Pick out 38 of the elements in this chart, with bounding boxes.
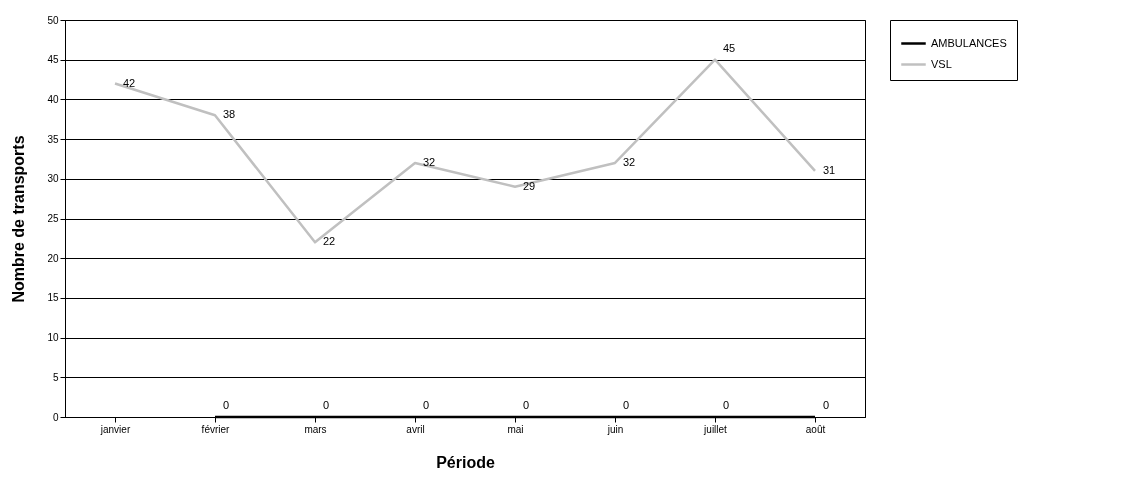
x-tick-label: janvier [99,423,131,435]
data-label: 32 [623,155,636,168]
x-tick-label: avril [406,423,425,435]
y-tick-label: 40 [47,93,59,105]
data-label: 42 [123,76,136,89]
data-label: 29 [523,179,536,192]
data-label: 45 [723,41,736,54]
data-label: 38 [223,108,236,121]
y-tick-label: 50 [47,14,59,26]
x-tick-label: mai [507,423,524,435]
x-tick-label: mars [304,423,327,435]
data-label: 0 [523,399,530,411]
data-label: 31 [823,163,836,176]
x-axis-title: Période [436,453,495,471]
y-tick-label: 45 [47,54,59,66]
data-label: 32 [423,155,436,168]
data-label: 0 [323,399,330,411]
data-label: 0 [823,399,830,411]
y-tick-label: 10 [47,332,59,344]
x-tick-label: juillet [703,423,728,435]
data-label: 0 [623,399,630,411]
y-tick-label: 15 [47,292,59,304]
x-tick-label: août [805,423,826,435]
x-tick-label: juin [606,423,624,435]
legend-label: VSL [931,57,952,70]
y-tick-label: 25 [47,213,59,224]
y-tick-label: 5 [52,371,59,383]
y-tick-label: 30 [47,173,59,185]
x-tick-label: février [201,423,231,435]
data-label: 0 [223,399,230,411]
data-label: 0 [723,399,730,411]
y-axis-title: Nombre de transports [10,135,28,303]
y-tick-label: 35 [47,133,59,145]
y-tick-label: 20 [47,252,59,264]
data-label: 22 [323,235,336,248]
data-label: 0 [423,399,430,411]
legend-label: AMBULANCES [931,36,1007,49]
y-tick-label: 0 [52,411,59,423]
